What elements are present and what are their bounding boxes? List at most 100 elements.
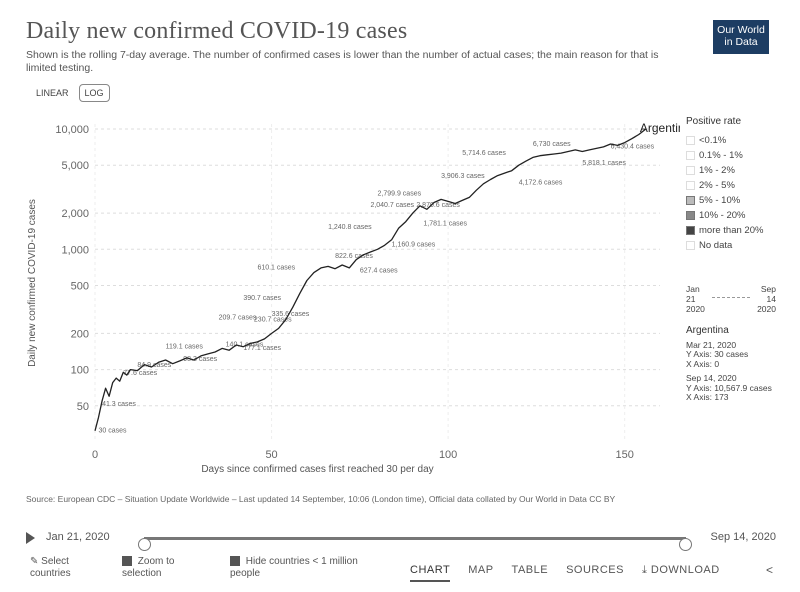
timeline-end-handle[interactable] [679, 538, 692, 551]
series-line [94, 128, 647, 431]
chart-tabs: CHART MAP TABLE SOURCES ⤓ DOWNLOAD [410, 564, 720, 582]
mini-timeline-line [712, 297, 750, 298]
info-country: Argentina [686, 325, 729, 336]
legend-item-label: more than 20% [699, 225, 764, 236]
series-end-label: Argentina [640, 121, 680, 135]
hide-label: Hide countries < 1 million people [230, 556, 358, 579]
source-note: Source: European CDC – Situation Update … [26, 494, 616, 504]
chart-controls: ✎ Select countries Zoom to selection Hid… [30, 556, 790, 586]
legend-swatch-icon [686, 166, 695, 175]
legend-item-label: 10% - 20% [699, 210, 746, 221]
select-countries-label: Select countries [30, 556, 71, 579]
info-start-point: Mar 21, 2020 Y Axis: 30 cases X Axis: 0 [686, 339, 786, 370]
legend-item[interactable]: 1% - 2% [686, 163, 796, 178]
data-label: 335.6 cases [272, 311, 310, 318]
tab-table[interactable]: TABLE [511, 564, 549, 576]
play-icon[interactable] [26, 532, 35, 544]
timeline-start-handle[interactable] [138, 538, 151, 551]
mini-end-year: 2020 [757, 304, 776, 314]
series-info-panel: Argentina Mar 21, 2020 Y Axis: 30 cases … [686, 326, 786, 408]
data-label: 98.3 cases [183, 356, 217, 363]
y-axis-label: Daily new confirmed COVID-19 cases [27, 199, 38, 367]
data-label: 1,781.1 cases [423, 220, 467, 227]
x-axis-label: Days since confirmed cases first reached… [201, 464, 433, 475]
data-label: 5,714.6 cases [462, 150, 506, 157]
x-tick-label: 0 [92, 449, 98, 461]
y-tick-label: 2,000 [61, 208, 89, 220]
log-scale-button[interactable]: LOG [78, 84, 110, 102]
legend-item-label: No data [699, 240, 733, 251]
tab-download[interactable]: ⤓ DOWNLOAD [642, 564, 720, 582]
legend-item-label: 2% - 5% [699, 180, 735, 191]
legend-item[interactable]: more than 20% [686, 223, 796, 238]
timeline-end-label: Sep 14, 2020 [710, 531, 776, 543]
data-label: 627.4 cases [360, 268, 398, 275]
data-label: 230.7 cases [254, 317, 292, 324]
y-tick-label: 1,000 [61, 244, 89, 256]
linear-scale-button[interactable]: LINEAR [36, 88, 69, 98]
legend-swatch-icon [686, 241, 695, 250]
data-label: 2,870.6 cases [416, 202, 460, 209]
positive-rate-legend: Positive rate <0.1% 0.1% - 1% 1% - 2% 2%… [686, 116, 796, 253]
hide-small-countries-toggle[interactable]: Hide countries < 1 million people [230, 556, 390, 580]
legend-item[interactable]: No data [686, 238, 796, 253]
info-end-point: Sep 14, 2020 Y Axis: 10,567.9 cases X Ax… [686, 373, 786, 403]
mini-start-month: Jan [686, 284, 700, 294]
legend-item[interactable]: 2% - 5% [686, 178, 796, 193]
mini-timeline: Jan 21 2020 Sep 14 2020 [686, 284, 776, 320]
legend-swatch-icon [686, 196, 695, 205]
owid-logo[interactable]: Our World in Data [713, 20, 769, 54]
legend-swatch-icon [686, 151, 695, 160]
data-label: 177.1 cases [243, 345, 281, 352]
checkbox-icon[interactable] [230, 556, 240, 567]
data-label: 2,040.7 cases [370, 202, 414, 209]
x-tick-label: 150 [616, 449, 634, 461]
timeline-track[interactable] [138, 537, 692, 551]
info-start-y: Y Axis: 30 cases [686, 349, 749, 359]
x-tick-label: 100 [439, 449, 457, 461]
x-tick-label: 50 [265, 449, 277, 461]
legend-swatch-icon [686, 136, 695, 145]
line-chart: 50 100 200 500 1,000 2,000 5,000 10,000 0 50 100 15… [27, 121, 680, 475]
data-label: 41.3 cases [102, 401, 136, 408]
data-label: 1,160.9 cases [392, 242, 436, 249]
info-end-date: Sep 14, 2020 [686, 373, 737, 383]
data-label: 390.7 cases [243, 295, 281, 302]
legend-swatch-icon [686, 181, 695, 190]
timeline-start-label: Jan 21, 2020 [46, 531, 110, 543]
data-label: 3,906.3 cases [441, 173, 485, 180]
info-start-date: Mar 21, 2020 [686, 339, 737, 350]
download-label: DOWNLOAD [650, 564, 720, 576]
data-label: 610.1 cases [257, 264, 295, 271]
info-start-x: X Axis: 0 [686, 358, 720, 369]
tab-chart[interactable]: CHART [410, 564, 451, 582]
legend-item[interactable]: 0.1% - 1% [686, 148, 796, 163]
data-label: 6,730 cases [533, 141, 571, 148]
tab-sources[interactable]: SOURCES [566, 564, 624, 576]
data-label: 30 cases [99, 427, 128, 434]
legend-item[interactable]: 10% - 20% [686, 208, 796, 223]
mini-start-year: 2020 [686, 304, 705, 314]
share-icon[interactable]: < [766, 563, 774, 577]
download-icon: ⤓ [641, 564, 651, 576]
data-label: 2,799.9 cases [378, 190, 422, 197]
select-countries-button[interactable]: ✎ Select countries [30, 556, 110, 580]
info-end-y: Y Axis: 10,567.9 cases [686, 382, 772, 393]
pencil-icon: ✎ [30, 556, 39, 567]
y-tick-label: 200 [71, 328, 89, 340]
legend-swatch-icon [686, 211, 695, 220]
data-label: 822.6 cases [335, 253, 373, 260]
legend-title: Positive rate [686, 116, 742, 127]
timeline-slider[interactable]: Jan 21, 2020 Sep 14, 2020 [26, 530, 786, 551]
mini-end-day: 14 [766, 294, 776, 304]
legend-item[interactable]: 5% - 10% [686, 193, 796, 208]
data-label: 119.1 cases [166, 343, 204, 350]
zoom-to-selection-toggle[interactable]: Zoom to selection [122, 556, 212, 580]
checkbox-icon[interactable] [122, 556, 132, 567]
tab-map[interactable]: MAP [468, 564, 494, 576]
info-end-x: X Axis: 173 [686, 392, 729, 402]
legend-item[interactable]: <0.1% [686, 133, 796, 148]
data-label: 140.1 cases [226, 342, 264, 349]
y-tick-label: 5,000 [61, 160, 89, 172]
data-label: 209.7 cases [219, 315, 257, 322]
